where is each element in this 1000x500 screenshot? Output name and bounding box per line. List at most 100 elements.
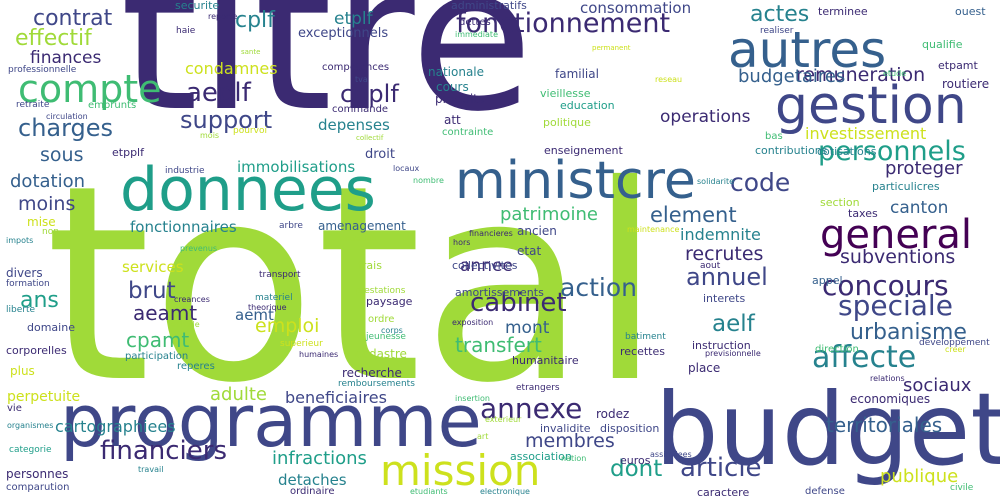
- cloud-word: etrangers: [516, 383, 560, 393]
- cloud-word: categorie: [9, 445, 52, 455]
- cloud-word: mission: [380, 446, 541, 495]
- cloud-word: compte: [18, 67, 162, 111]
- cloud-word: retraite: [16, 100, 50, 110]
- cloud-word: ans: [20, 288, 59, 313]
- cloud-word: politique: [543, 116, 591, 129]
- cloud-word: sante: [241, 48, 261, 56]
- cloud-word: cours: [436, 80, 469, 94]
- cloud-word: canton: [890, 198, 949, 218]
- cloud-word: produits: [435, 92, 485, 106]
- cloud-word: consommation: [580, 0, 692, 17]
- cloud-word: urbanisme: [850, 320, 967, 345]
- cloud-word: immobilisations: [237, 158, 356, 176]
- cloud-word: emploi: [255, 315, 320, 337]
- cloud-word: collectif: [356, 134, 384, 142]
- cloud-word: publique: [880, 466, 959, 487]
- cloud-word: locaux: [393, 164, 420, 173]
- cloud-word: exceptionnels: [298, 26, 389, 41]
- cloud-word: taxes: [848, 207, 878, 220]
- cloud-word: interets: [703, 292, 746, 305]
- cloud-word: amortissements: [455, 286, 544, 299]
- cloud-word: investissement: [805, 124, 927, 143]
- cloud-word: brut: [128, 278, 176, 304]
- cloud-word: immediate: [455, 30, 498, 39]
- cloud-word: association: [510, 450, 572, 463]
- cloud-word: caractere: [697, 486, 750, 499]
- cloud-word: prestations: [355, 286, 406, 296]
- cloud-word: rodez: [596, 407, 630, 421]
- cloud-word: professionnelle: [8, 65, 77, 75]
- cloud-word: creer: [945, 345, 966, 354]
- cloud-word: fonctionnement: [456, 8, 671, 39]
- cloud-word: recrutes: [685, 243, 764, 265]
- cloud-word: cplf: [235, 8, 275, 33]
- cloud-word: vieillesse: [540, 87, 591, 100]
- cloud-word: entretien: [340, 234, 377, 243]
- cloud-word: impots: [6, 236, 34, 245]
- cloud-word: condamnes: [185, 59, 278, 78]
- cloud-word: relations: [870, 374, 905, 383]
- cloud-word: moins: [18, 193, 76, 215]
- cloud-word: appel: [812, 274, 843, 287]
- cloud-word: programme: [60, 379, 482, 463]
- cloud-word: contrainte: [442, 127, 494, 138]
- cloud-word: operations: [660, 107, 751, 127]
- cloud-word: familial: [555, 67, 599, 81]
- cloud-word: ancien: [517, 224, 557, 238]
- cloud-word: affecte: [812, 340, 917, 375]
- cloud-word: donnees: [120, 155, 376, 225]
- cloud-word: transport: [259, 270, 301, 280]
- cloud-word: arbre: [279, 221, 303, 231]
- cloud-word: travail: [138, 465, 164, 474]
- cloud-word: cpplf: [340, 80, 399, 108]
- cloud-word: maintenance: [627, 225, 680, 234]
- cloud-word: recettes: [620, 345, 665, 358]
- cloud-word: batiment: [625, 332, 666, 342]
- cloud-word: charges: [18, 114, 114, 142]
- cloud-word: services: [122, 258, 184, 276]
- cloud-word: aout: [700, 261, 721, 271]
- cloud-word: nation: [561, 454, 587, 463]
- cloud-word: sous: [40, 144, 84, 166]
- cloud-word: exposition: [452, 318, 494, 327]
- cloud-word: financieres: [469, 229, 513, 238]
- cloud-word: frais: [358, 259, 382, 272]
- cloud-word: effectif: [15, 26, 92, 51]
- cloud-word: humaines: [299, 350, 339, 359]
- cloud-word: aeplf: [186, 78, 251, 108]
- cloud-word: etpamt: [938, 59, 978, 72]
- cloud-word: depenses: [318, 116, 390, 134]
- cloud-word: territoriales: [826, 413, 943, 437]
- cloud-word: previsionnelle: [705, 349, 761, 358]
- cloud-word: general: [820, 212, 973, 258]
- cloud-word: annexe: [480, 392, 583, 425]
- cloud-word: personnes: [6, 467, 69, 481]
- cloud-word: titre: [120, 0, 534, 156]
- cloud-word: cotisations: [817, 145, 877, 158]
- cloud-word: economiques: [850, 392, 931, 406]
- cloud-word: corporelles: [6, 344, 67, 357]
- cloud-word: contributions: [755, 144, 828, 157]
- cloud-word: indemnite: [680, 225, 761, 244]
- cloud-word: aelf: [712, 311, 755, 337]
- cloud-word: proteger: [885, 158, 963, 179]
- cloud-word: bas: [765, 131, 783, 142]
- cloud-word: haie: [176, 26, 196, 36]
- cloud-word: place: [688, 361, 721, 375]
- cloud-word: mois: [200, 131, 220, 140]
- cloud-word: enseignement: [544, 144, 623, 157]
- cloud-word: financiers: [100, 436, 228, 466]
- cloud-word: patrimoine: [500, 204, 598, 225]
- cloud-word: education: [560, 99, 615, 112]
- cloud-word: exterieur: [485, 415, 522, 424]
- cloud-word: mont: [505, 318, 550, 338]
- cloud-word: concours: [822, 269, 949, 302]
- cloud-word: emprunts: [88, 100, 137, 111]
- cloud-word: cabinet: [470, 288, 567, 318]
- cloud-word: speciale: [838, 289, 953, 322]
- cloud-word: dont: [610, 456, 663, 482]
- cloud-word: total: [45, 127, 663, 442]
- cloud-word: vie: [7, 403, 22, 414]
- cloud-word: superieur: [280, 339, 323, 349]
- cloud-word: routiere: [942, 77, 990, 91]
